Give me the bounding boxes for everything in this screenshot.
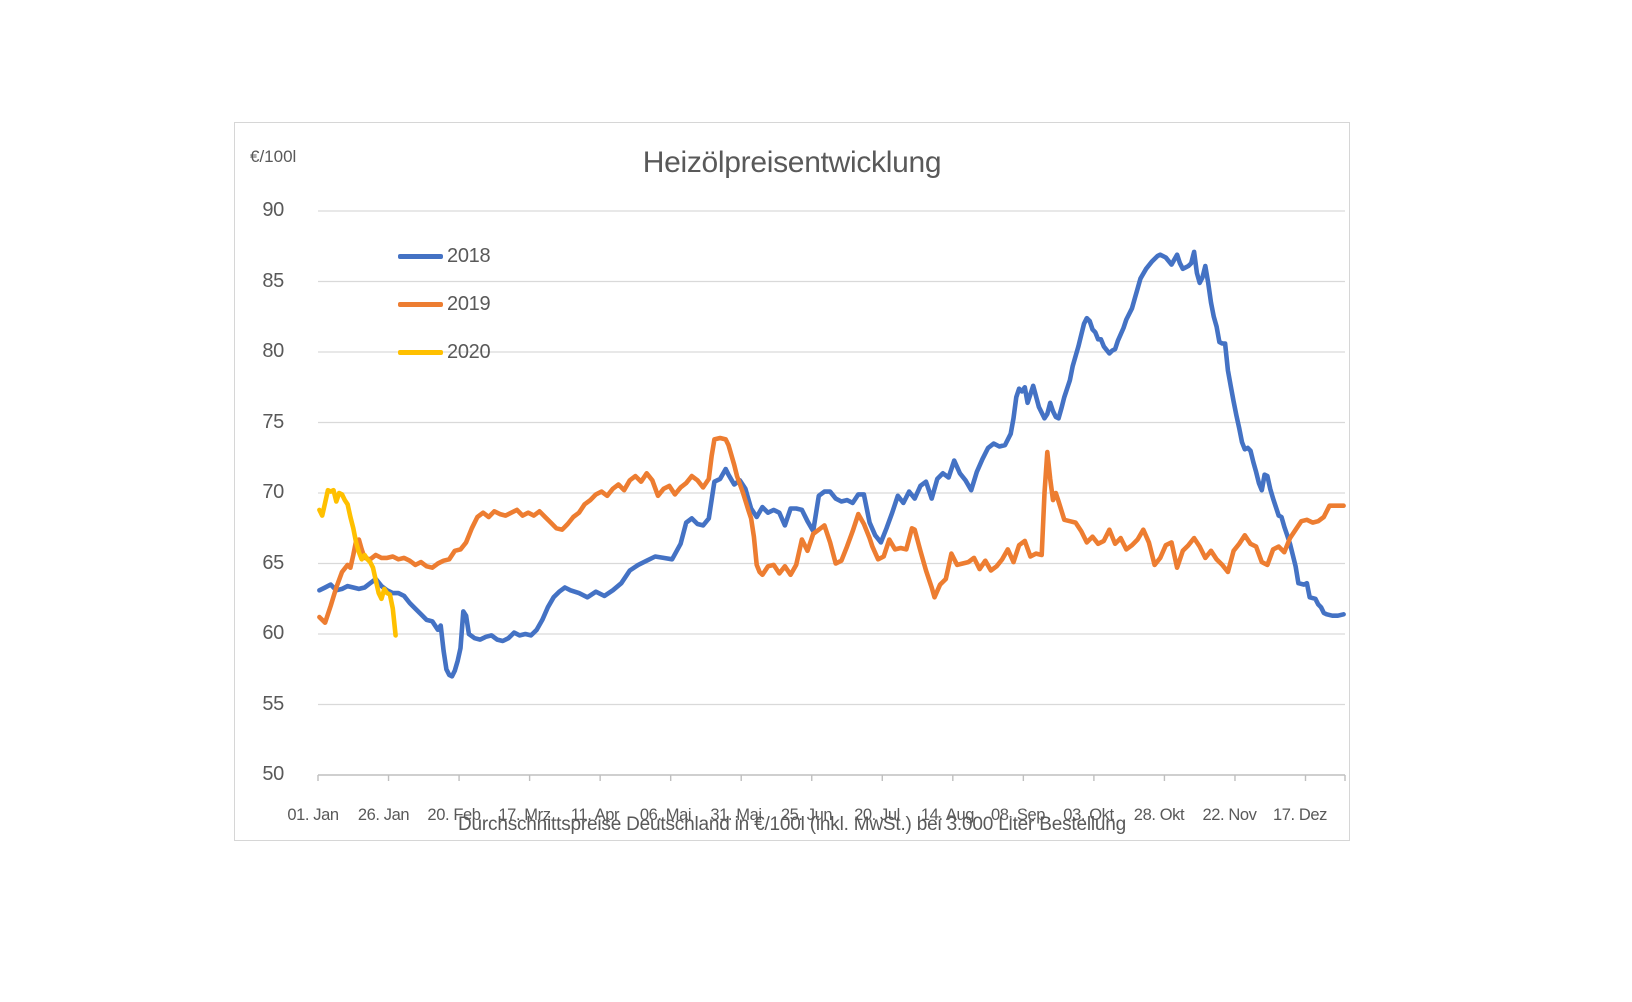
- legend-line-swatch-2018: [398, 253, 443, 259]
- legend-item-2020[interactable]: 2020: [398, 340, 491, 364]
- x-tick-label-10: 14. Aug: [920, 806, 975, 824]
- x-tick-label-2: 26. Jan: [357, 806, 410, 824]
- legend-label-2020: 2020: [447, 340, 491, 363]
- legend-line-swatch-2019: [398, 301, 443, 307]
- chart-frame: [234, 122, 1350, 841]
- chart-title: Heizölpreisentwicklung: [642, 146, 942, 179]
- y-tick-label-65: 65: [262, 551, 284, 574]
- x-tick-label-5: 11. Apr: [570, 806, 620, 824]
- y-tick-label-60: 60: [262, 622, 284, 644]
- x-tick-label-14: 22. Nov: [1202, 806, 1257, 824]
- x-tick-label-6: 06. Mai: [639, 806, 692, 824]
- x-tick-label-1: 01. Jan: [287, 806, 339, 824]
- x-tick-label-15: 17. Dez: [1272, 806, 1328, 824]
- y-axis-unit-label: €/100l: [250, 147, 297, 166]
- y-tick-label-50: 50: [262, 763, 284, 785]
- series-line-2019[interactable]: [317, 435, 1346, 626]
- x-tick-label-9: 20. Jul: [854, 806, 900, 824]
- legend-item-2018[interactable]: 2018: [398, 244, 491, 268]
- x-tick-label-3: 20. Feb: [427, 806, 481, 824]
- legend-label-2018: 2018: [447, 244, 491, 267]
- y-tick-label-55: 55: [262, 692, 284, 715]
- series-line-2018[interactable]: [317, 249, 1346, 679]
- x-tick-label-7: 31. Mai: [710, 806, 762, 824]
- chart-footnote: Durchschnittspreise Deutschland in €/100…: [458, 814, 1126, 835]
- legend-label-2019: 2019: [447, 292, 491, 315]
- x-tick-label-13: 28. Okt: [1133, 806, 1185, 824]
- y-tick-label-90: 90: [262, 199, 284, 221]
- legend-line-swatch-2020: [398, 349, 443, 355]
- x-tick-label-4: 17. Mrz: [498, 806, 551, 824]
- legend-item-2019[interactable]: 2019: [398, 292, 491, 316]
- x-tick-label-8: 25. Jun: [780, 806, 833, 824]
- y-tick-label-85: 85: [262, 269, 284, 292]
- y-tick-label-75: 75: [262, 410, 284, 433]
- x-tick-label-12: 03. Okt: [1063, 806, 1114, 824]
- y-tick-label-80: 80: [262, 340, 284, 362]
- series-line-2020[interactable]: [317, 487, 398, 638]
- x-tick-label-11: 08. Sep: [990, 806, 1046, 824]
- y-tick-label-70: 70: [262, 481, 284, 503]
